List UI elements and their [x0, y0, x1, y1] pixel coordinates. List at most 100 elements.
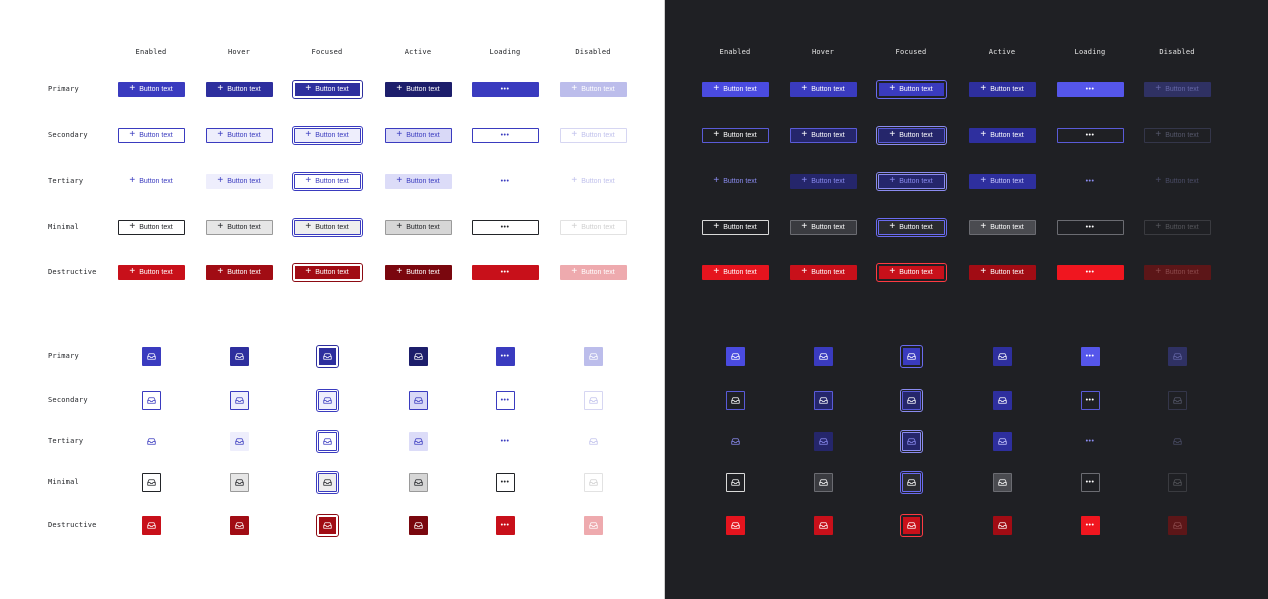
- minimal-icon-button-loading[interactable]: •••: [1080, 472, 1100, 492]
- secondary-button-enabled[interactable]: + Button text: [117, 127, 185, 143]
- primary-button-loading[interactable]: •••: [1056, 81, 1124, 97]
- minimal-button-hover[interactable]: + Button text: [789, 219, 857, 235]
- minimal-button-active[interactable]: + Button text: [968, 219, 1036, 235]
- tertiary-icon-button-enabled[interactable]: [142, 432, 161, 451]
- destructive-button-loading[interactable]: •••: [1056, 264, 1124, 280]
- minimal-button-focused[interactable]: + Button text: [875, 217, 947, 237]
- secondary-button-focused[interactable]: + Button text: [875, 125, 947, 145]
- secondary-button-loading[interactable]: •••: [1056, 127, 1124, 143]
- destructive-icon-button-focused[interactable]: [899, 513, 923, 537]
- destructive-icon-button-loading[interactable]: •••: [1080, 515, 1100, 535]
- minimal-icon-button-disabled[interactable]: [1167, 472, 1187, 492]
- secondary-button-hover[interactable]: + Button text: [789, 127, 857, 143]
- tertiary-button-loading[interactable]: •••: [472, 174, 539, 189]
- primary-icon-button-focused[interactable]: [315, 344, 339, 368]
- tertiary-button-loading[interactable]: •••: [1057, 174, 1124, 189]
- primary-button-active[interactable]: + Button text: [384, 81, 452, 97]
- minimal-icon-button-active[interactable]: [992, 472, 1012, 492]
- minimal-icon-button-hover[interactable]: [813, 472, 833, 492]
- minimal-icon-button-loading[interactable]: •••: [495, 472, 515, 492]
- destructive-icon-button-loading[interactable]: •••: [495, 515, 515, 535]
- tertiary-button-active[interactable]: + Button text: [968, 173, 1036, 189]
- tertiary-icon-button-enabled[interactable]: [726, 432, 745, 451]
- tertiary-button-focused[interactable]: + Button text: [875, 171, 947, 191]
- destructive-button-active[interactable]: + Button text: [384, 264, 452, 280]
- primary-button-enabled[interactable]: + Button text: [117, 81, 185, 97]
- secondary-button-active[interactable]: + Button text: [384, 127, 452, 143]
- minimal-button-disabled[interactable]: + Button text: [1143, 219, 1211, 235]
- secondary-button-focused[interactable]: + Button text: [291, 125, 363, 145]
- tertiary-icon-button-focused[interactable]: [315, 429, 339, 453]
- primary-button-hover[interactable]: + Button text: [205, 81, 273, 97]
- primary-icon-button-active[interactable]: [992, 346, 1012, 366]
- secondary-icon-button-active[interactable]: [992, 390, 1012, 410]
- tertiary-button-enabled[interactable]: + Button text: [118, 174, 185, 189]
- secondary-button-enabled[interactable]: + Button text: [701, 127, 769, 143]
- minimal-icon-button-active[interactable]: [408, 472, 428, 492]
- destructive-button-active[interactable]: + Button text: [968, 264, 1036, 280]
- primary-icon-button-hover[interactable]: [229, 346, 249, 366]
- destructive-button-loading[interactable]: •••: [471, 264, 539, 280]
- minimal-button-hover[interactable]: + Button text: [205, 219, 273, 235]
- primary-icon-button-loading[interactable]: •••: [1080, 346, 1100, 366]
- destructive-button-disabled[interactable]: + Button text: [559, 264, 627, 280]
- tertiary-button-hover[interactable]: + Button text: [789, 173, 857, 189]
- tertiary-button-hover[interactable]: + Button text: [205, 173, 273, 189]
- primary-button-hover[interactable]: + Button text: [789, 81, 857, 97]
- primary-button-enabled[interactable]: + Button text: [701, 81, 769, 97]
- secondary-icon-button-hover[interactable]: [229, 390, 249, 410]
- tertiary-button-active[interactable]: + Button text: [384, 173, 452, 189]
- destructive-icon-button-enabled[interactable]: [725, 515, 745, 535]
- tertiary-icon-button-loading[interactable]: •••: [1081, 432, 1100, 451]
- secondary-icon-button-focused[interactable]: [899, 388, 923, 412]
- tertiary-icon-button-active[interactable]: [992, 431, 1012, 451]
- minimal-icon-button-enabled[interactable]: [725, 472, 745, 492]
- primary-button-focused[interactable]: + Button text: [875, 79, 947, 99]
- primary-button-disabled[interactable]: + Button text: [559, 81, 627, 97]
- tertiary-icon-button-active[interactable]: [408, 431, 428, 451]
- minimal-icon-button-focused[interactable]: [315, 470, 339, 494]
- destructive-icon-button-active[interactable]: [408, 515, 428, 535]
- primary-button-loading[interactable]: •••: [471, 81, 539, 97]
- secondary-icon-button-disabled[interactable]: [1167, 390, 1187, 410]
- minimal-icon-button-focused[interactable]: [899, 470, 923, 494]
- secondary-button-disabled[interactable]: + Button text: [1143, 127, 1211, 143]
- secondary-button-active[interactable]: + Button text: [968, 127, 1036, 143]
- tertiary-icon-button-disabled[interactable]: [1168, 432, 1187, 451]
- tertiary-icon-button-hover[interactable]: [813, 431, 833, 451]
- minimal-icon-button-disabled[interactable]: [583, 472, 603, 492]
- secondary-button-hover[interactable]: + Button text: [205, 127, 273, 143]
- primary-icon-button-enabled[interactable]: [141, 346, 161, 366]
- secondary-icon-button-active[interactable]: [408, 390, 428, 410]
- minimal-icon-button-hover[interactable]: [229, 472, 249, 492]
- destructive-button-enabled[interactable]: + Button text: [701, 264, 769, 280]
- secondary-icon-button-disabled[interactable]: [583, 390, 603, 410]
- primary-icon-button-loading[interactable]: •••: [495, 346, 515, 366]
- primary-icon-button-enabled[interactable]: [725, 346, 745, 366]
- destructive-button-hover[interactable]: + Button text: [789, 264, 857, 280]
- primary-button-disabled[interactable]: + Button text: [1143, 81, 1211, 97]
- minimal-button-focused[interactable]: + Button text: [291, 217, 363, 237]
- destructive-icon-button-active[interactable]: [992, 515, 1012, 535]
- tertiary-icon-button-disabled[interactable]: [584, 432, 603, 451]
- secondary-icon-button-loading[interactable]: •••: [495, 390, 515, 410]
- primary-icon-button-hover[interactable]: [813, 346, 833, 366]
- tertiary-button-focused[interactable]: + Button text: [291, 171, 363, 191]
- tertiary-button-disabled[interactable]: + Button text: [1144, 174, 1211, 189]
- destructive-button-focused[interactable]: + Button text: [875, 262, 947, 282]
- minimal-button-loading[interactable]: •••: [471, 219, 539, 235]
- secondary-button-loading[interactable]: •••: [471, 127, 539, 143]
- primary-icon-button-disabled[interactable]: [1167, 346, 1187, 366]
- secondary-icon-button-focused[interactable]: [315, 388, 339, 412]
- primary-button-focused[interactable]: + Button text: [291, 79, 363, 99]
- minimal-button-enabled[interactable]: + Button text: [117, 219, 185, 235]
- destructive-button-disabled[interactable]: + Button text: [1143, 264, 1211, 280]
- primary-icon-button-focused[interactable]: [899, 344, 923, 368]
- tertiary-button-disabled[interactable]: + Button text: [560, 174, 627, 189]
- secondary-icon-button-enabled[interactable]: [141, 390, 161, 410]
- secondary-button-disabled[interactable]: + Button text: [559, 127, 627, 143]
- minimal-button-enabled[interactable]: + Button text: [701, 219, 769, 235]
- destructive-button-focused[interactable]: + Button text: [291, 262, 363, 282]
- secondary-icon-button-hover[interactable]: [813, 390, 833, 410]
- destructive-icon-button-hover[interactable]: [229, 515, 249, 535]
